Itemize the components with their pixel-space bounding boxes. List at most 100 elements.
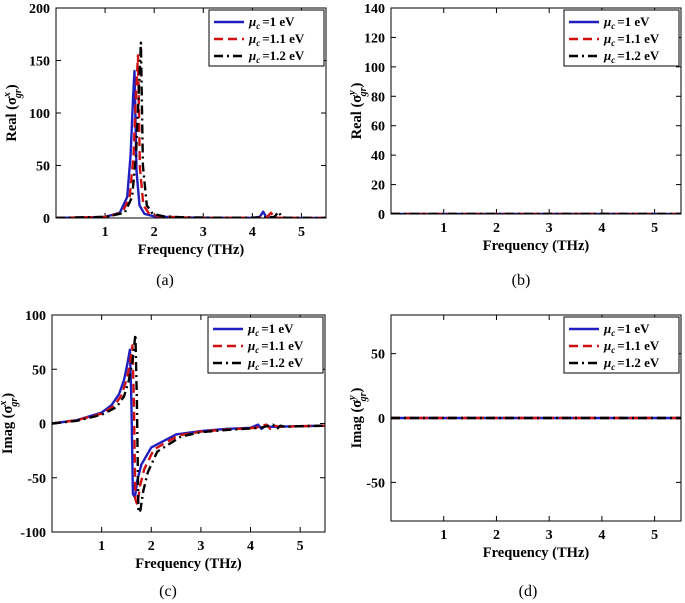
axes-frame: [55, 7, 327, 219]
legend-entry-0: μc =1 eV: [603, 14, 650, 31]
legend-label: =1.2 eV: [262, 48, 305, 63]
legend-label: =1.2 eV: [261, 355, 304, 370]
x-tick-label: 2: [493, 221, 500, 236]
legend-label: =1.2 eV: [617, 355, 660, 370]
y-tick-label: 50: [32, 363, 46, 378]
panel-b: 0 20 40 60 80 100 120 140 1 2 3 4 5 Frequency (THz) Re…: [347, 2, 682, 289]
y-tick-label: 50: [371, 348, 385, 363]
x-tick-label: 4: [598, 221, 605, 236]
legend-mu: μ: [603, 48, 611, 63]
legend-entry-2: μc =1.2 eV: [603, 355, 660, 372]
legend-sub: c: [256, 55, 260, 65]
legend-entry-1: μc =1.1 eV: [248, 31, 305, 48]
y-tick-label: 120: [364, 31, 385, 46]
y-tick-label: 20: [371, 179, 385, 194]
y-label-sup: x: [0, 401, 9, 407]
y-axis-label-text: Imag (σygr): [347, 387, 369, 448]
legend-sub: c: [256, 38, 260, 48]
legend-entry-1: μc =1.1 eV: [603, 338, 660, 355]
legend-label: =1.1 eV: [261, 338, 304, 353]
y-tick-label: -100: [20, 526, 46, 541]
legend-sub: c: [611, 38, 615, 48]
y-label-prefix: Real: [349, 111, 365, 139]
legend-mu: μ: [603, 31, 611, 46]
y-tick-label: 60: [371, 120, 385, 135]
y-axis-label-text: Real (σygr): [347, 82, 369, 139]
y-tick-label: 100: [25, 309, 46, 324]
legend-sub: c: [611, 55, 615, 65]
x-tick-label: 2: [148, 539, 155, 554]
y-label-prefix: Imag: [349, 415, 365, 448]
y-tick-label: 50: [36, 160, 50, 175]
y-tick-label: 40: [371, 149, 385, 164]
x-tick-label: 5: [297, 539, 304, 554]
panel-caption: (c): [159, 583, 177, 600]
legend-sub: c: [611, 362, 615, 372]
y-axis-label: Real (σxgr): [2, 84, 24, 141]
y-tick-label: 80: [371, 90, 385, 105]
y-label-sup: y: [347, 90, 358, 96]
y-tick-label: -50: [366, 476, 385, 491]
x-tick-label: 5: [651, 221, 658, 236]
x-tick-label: 2: [151, 225, 158, 240]
legend-label: =1.1 eV: [262, 31, 305, 46]
x-tick-label: 3: [546, 528, 553, 543]
legend-sub: c: [611, 345, 615, 355]
legend-label: =1 eV: [262, 14, 295, 29]
y-tick-label: 0: [39, 418, 46, 433]
y-tick-label: 0: [378, 412, 385, 427]
legend-sub: c: [255, 328, 259, 338]
panel-a: 0 50 100 150 200 1 2 3 4 5 Frequency (THz) Real (σx…: [2, 2, 327, 289]
x-tick-label: 1: [102, 225, 109, 240]
y-tick-label: 200: [29, 2, 50, 17]
y-label-sup: y: [347, 395, 358, 401]
x-axis-label: Frequency (THz): [483, 545, 590, 561]
legend-sub: c: [255, 362, 259, 372]
panel-c: -100 -50 0 50 100 1 2 3 4 5 Frequency (THz) Imag (σ…: [0, 309, 326, 600]
series-line-0: [56, 69, 326, 218]
series-line-2: [56, 41, 326, 218]
x-axis-label: Frequency (THz): [483, 238, 590, 254]
panel-caption: (b): [512, 272, 531, 289]
legend-mu: μ: [248, 48, 256, 63]
axes-frame: [51, 314, 326, 533]
x-tick-label: 1: [98, 539, 105, 554]
x-tick-label: 3: [197, 539, 204, 554]
legend-sub: c: [611, 328, 615, 338]
axes-frame: [390, 314, 682, 522]
legend-sub: c: [255, 345, 259, 355]
legend-mu: μ: [603, 321, 611, 336]
legend-mu: μ: [603, 355, 611, 370]
y-tick-label: 150: [29, 55, 50, 70]
x-tick-label: 2: [493, 528, 500, 543]
legend-label: =1.1 eV: [617, 338, 660, 353]
legend-mu: μ: [603, 338, 611, 353]
legend-entry-0: μc =1 eV: [247, 321, 294, 338]
legend-entry-2: μc =1.2 eV: [603, 48, 660, 65]
y-axis-label: Imag (σxgr): [0, 393, 20, 454]
y-axis-label-text: Imag (σxgr): [0, 393, 20, 454]
series-line-1: [56, 54, 326, 218]
x-axis-label: Frequency (THz): [135, 556, 242, 572]
y-tick-label: 0: [43, 212, 50, 227]
x-tick-label: 3: [546, 221, 553, 236]
legend-mu: μ: [247, 338, 255, 353]
y-tick-label: -50: [27, 472, 46, 487]
legend-label: =1 eV: [617, 321, 650, 336]
legend-label: =1 eV: [617, 14, 650, 29]
legend-entry-2: μc =1.2 eV: [248, 48, 305, 65]
series-line-2: [52, 333, 325, 514]
y-axis-label: Imag (σygr): [347, 387, 369, 448]
legend-mu: μ: [248, 14, 256, 29]
series-line-1: [52, 344, 325, 507]
panel-caption: (d): [519, 583, 538, 600]
x-tick-label: 5: [651, 528, 658, 543]
x-tick-label: 5: [298, 225, 305, 240]
legend-entry-1: μc =1.1 eV: [247, 338, 304, 355]
legend-sub: c: [256, 21, 260, 31]
x-tick-label: 1: [440, 221, 447, 236]
panel-caption: (a): [156, 272, 174, 289]
